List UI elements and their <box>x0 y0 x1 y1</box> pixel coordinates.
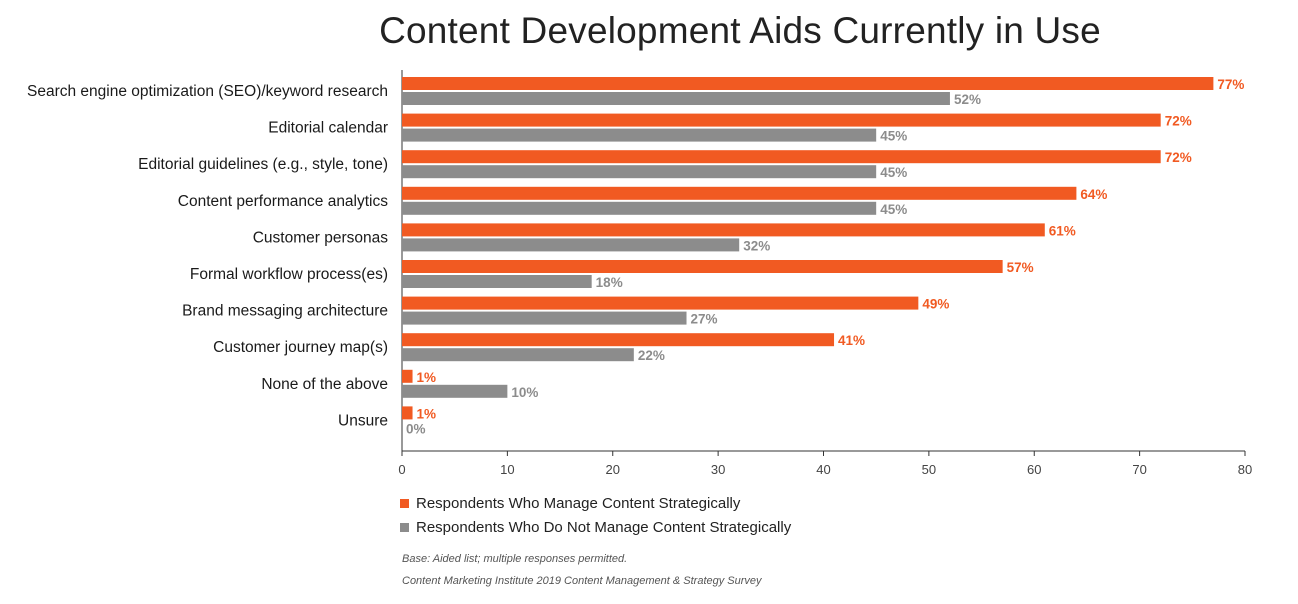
category-label: Customer journey map(s) <box>213 339 388 356</box>
legend-item-series-2: Respondents Who Do Not Manage Content St… <box>400 515 791 539</box>
legend-item-series-1: Respondents Who Manage Content Strategic… <box>400 491 791 515</box>
bar-series-1 <box>402 77 1214 90</box>
legend-swatch-series-2 <box>400 522 409 532</box>
bar-series-1 <box>402 260 1003 273</box>
bar-series-1 <box>402 223 1045 237</box>
category-label: Customer personas <box>253 229 389 246</box>
data-label-series-1: 61% <box>1049 223 1076 238</box>
base-note: Base: Aided list; multiple responses per… <box>402 553 628 565</box>
data-label-series-2: 52% <box>954 92 981 107</box>
data-label-series-2: 10% <box>511 385 538 400</box>
legend-label-series-1: Respondents Who Manage Content Strategic… <box>416 494 741 512</box>
data-label-series-1: 72% <box>1165 114 1192 129</box>
x-tick-label: 70 <box>1132 462 1146 477</box>
data-label-series-2: 0% <box>406 421 426 436</box>
bar-series-1 <box>402 186 1077 200</box>
bar-series-2 <box>402 238 740 252</box>
data-label-series-2: 45% <box>880 202 907 217</box>
data-label-series-1: 1% <box>417 370 437 385</box>
x-tick-label: 20 <box>606 462 620 477</box>
bar-series-2 <box>402 384 508 398</box>
bar-series-2 <box>402 201 877 215</box>
x-tick-label: 10 <box>500 462 514 477</box>
bar-series-1 <box>402 333 835 347</box>
bar-series-2 <box>402 128 877 142</box>
bar-series-2 <box>402 275 592 288</box>
category-label: Unsure <box>338 412 388 429</box>
bar-series-1 <box>402 406 413 420</box>
data-label-series-2: 22% <box>638 348 665 363</box>
x-tick-label: 50 <box>922 462 936 477</box>
data-label-series-2: 45% <box>880 129 907 144</box>
category-label: None of the above <box>261 376 388 393</box>
bar-series-2 <box>402 311 687 325</box>
data-label-series-1: 64% <box>1080 187 1107 202</box>
bar-series-1 <box>402 296 919 310</box>
legend-label-series-2: Respondents Who Do Not Manage Content St… <box>416 518 792 536</box>
category-label: Editorial calendar <box>268 120 388 137</box>
source-note: Content Marketing Institute 2019 Content… <box>402 575 762 587</box>
data-label-series-1: 72% <box>1165 150 1192 165</box>
x-tick-label: 60 <box>1027 462 1041 477</box>
bar-series-1 <box>402 369 413 383</box>
x-tick-label: 30 <box>711 462 725 477</box>
bar-series-2 <box>402 165 877 179</box>
category-label: Content performance analytics <box>178 193 388 210</box>
data-label-series-1: 1% <box>417 406 437 421</box>
data-label-series-2: 18% <box>596 275 623 290</box>
category-label: Editorial guidelines (e.g., style, tone) <box>138 156 388 173</box>
bar-series-1 <box>402 113 1161 127</box>
legend-swatch-series-1 <box>400 498 409 508</box>
data-label-series-2: 27% <box>691 312 718 327</box>
chart-title: Content Development Aids Currently in Us… <box>379 10 1101 51</box>
category-label: Brand messaging architecture <box>182 303 388 320</box>
x-tick-label: 40 <box>816 462 830 477</box>
legend: Respondents Who Manage Content Strategic… <box>400 491 791 539</box>
bar-series-2 <box>402 92 950 105</box>
data-label-series-1: 49% <box>922 297 949 312</box>
chart-notes: Base: Aided list; multiple responses per… <box>402 552 762 596</box>
x-tick-label: 80 <box>1238 462 1252 477</box>
data-label-series-1: 41% <box>838 333 865 348</box>
bar-series-2 <box>402 348 634 362</box>
bar-series-1 <box>402 150 1161 164</box>
data-label-series-2: 32% <box>743 238 770 253</box>
data-label-series-2: 45% <box>880 165 907 180</box>
data-label-series-1: 77% <box>1217 77 1244 92</box>
x-tick-label: 0 <box>398 462 405 477</box>
category-label: Formal workflow process(es) <box>190 266 388 283</box>
category-label: Search engine optimization (SEO)/keyword… <box>27 83 388 100</box>
data-label-series-1: 57% <box>1007 260 1034 275</box>
